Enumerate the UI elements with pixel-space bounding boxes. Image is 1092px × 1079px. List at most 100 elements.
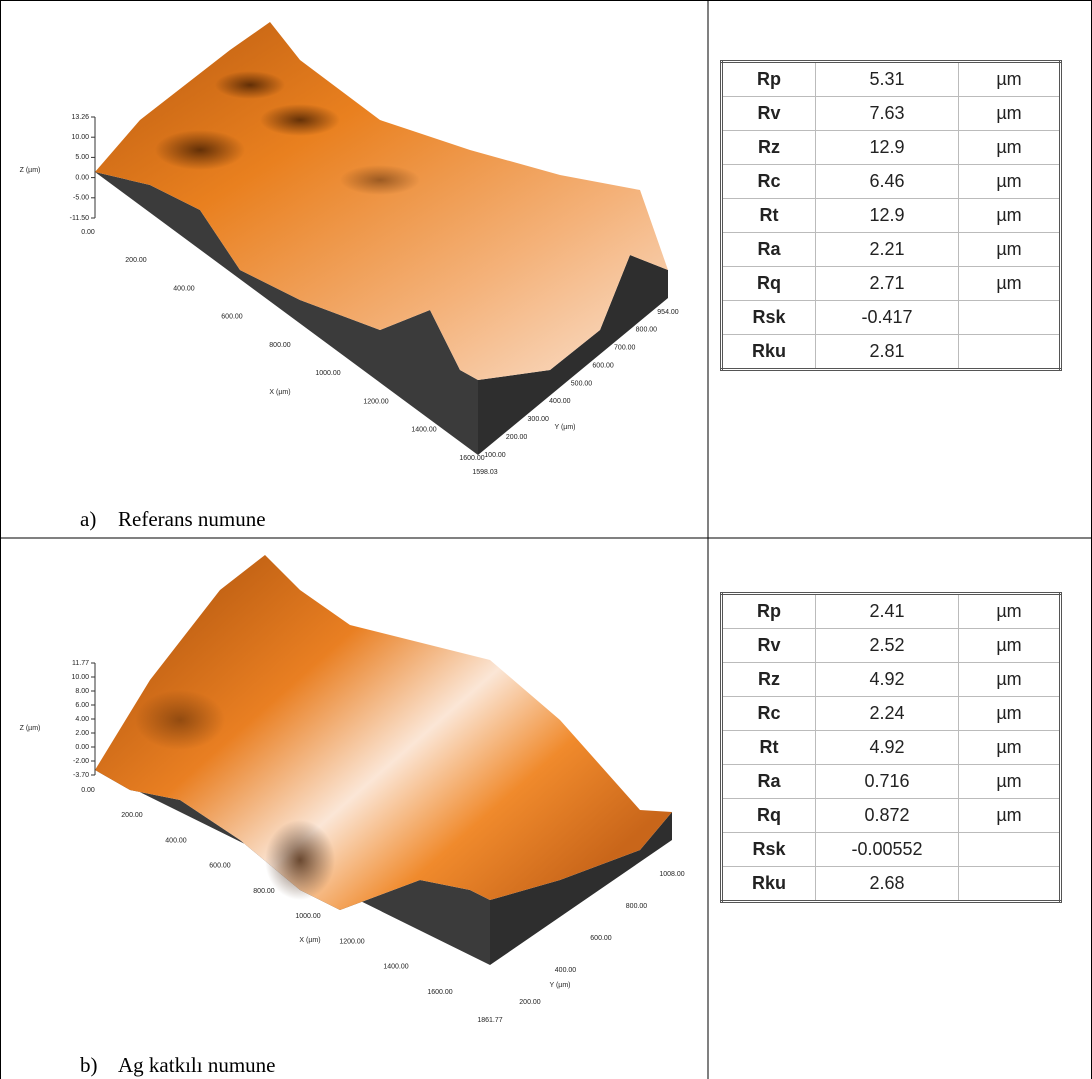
param-unit: µm xyxy=(959,799,1061,833)
x-tick-label: 0.00 xyxy=(81,229,95,236)
y-tick-label: 600.00 xyxy=(592,362,614,369)
z-tick-label: 10.00 xyxy=(71,134,89,141)
shade xyxy=(135,690,225,750)
shade xyxy=(215,71,285,99)
y-tick-label: 500.00 xyxy=(571,380,593,387)
table-row: Rsk-0.00552 xyxy=(722,833,1061,867)
z-tick-label: 0.00 xyxy=(75,744,89,751)
z-axis-label: Z (µm) xyxy=(20,725,41,732)
z-tick-label: 8.00 xyxy=(75,688,89,695)
param-name: Rz xyxy=(722,663,816,697)
y-tick-label: 954.00 xyxy=(657,309,679,316)
z-tick-label: 6.00 xyxy=(75,702,89,709)
shade xyxy=(340,165,420,195)
table-row: Rv7.63µm xyxy=(722,97,1061,131)
y-tick-label: 400.00 xyxy=(555,967,577,974)
param-unit: µm xyxy=(959,165,1061,199)
z-tick-label: -3.70 xyxy=(73,772,89,779)
page: 13.2610.005.000.00-5.00-11.50Z (µm)0.002… xyxy=(0,0,1092,1079)
param-value: 0.716 xyxy=(816,765,959,799)
param-value: 2.41 xyxy=(816,594,959,629)
param-name: Rku xyxy=(722,867,816,902)
param-value: 12.9 xyxy=(816,131,959,165)
x-tick-label: 600.00 xyxy=(209,863,231,870)
x-tick-label: 0.00 xyxy=(81,787,95,794)
param-name: Rsk xyxy=(722,301,816,335)
param-unit: µm xyxy=(959,267,1061,301)
y-tick-label: 100.00 xyxy=(484,452,506,459)
param-value: 7.63 xyxy=(816,97,959,131)
param-name: Rv xyxy=(722,97,816,131)
z-tick-label: 5.00 xyxy=(75,154,89,161)
table-row: Rz4.92µm xyxy=(722,663,1061,697)
x-tick-label: 1400.00 xyxy=(411,427,436,434)
z-tick-label: 2.00 xyxy=(75,730,89,737)
param-unit xyxy=(959,335,1061,370)
x-tick-label: 1200.00 xyxy=(363,398,388,405)
param-unit: µm xyxy=(959,663,1061,697)
x-tick-label: 1600.00 xyxy=(459,455,484,462)
x-tick-label: 200.00 xyxy=(125,257,147,264)
z-tick-label: 11.77 xyxy=(72,660,89,667)
caption: Ag katkılı numune xyxy=(118,1053,275,1078)
param-unit xyxy=(959,867,1061,902)
y-tick-label: 800.00 xyxy=(636,327,658,334)
param-unit xyxy=(959,833,1061,867)
z-tick-label: -2.00 xyxy=(73,758,89,765)
param-value: 6.46 xyxy=(816,165,959,199)
param-value: 5.31 xyxy=(816,62,959,97)
x-tick-label: 800.00 xyxy=(253,888,275,895)
param-unit: µm xyxy=(959,233,1061,267)
shade xyxy=(260,104,340,136)
param-value: 4.92 xyxy=(816,731,959,765)
param-unit xyxy=(959,301,1061,335)
y-tick-label: 800.00 xyxy=(626,903,648,910)
z-axis-label: Z (µm) xyxy=(20,167,41,174)
param-name: Rq xyxy=(722,267,816,301)
z-tick-label: 0.00 xyxy=(75,174,89,181)
param-unit: µm xyxy=(959,697,1061,731)
x-tick-label: 1000.00 xyxy=(295,913,320,920)
z-tick-label: 13.26 xyxy=(71,114,89,121)
x-tick-label: 1598.03 xyxy=(472,469,497,476)
param-name: Rt xyxy=(722,199,816,233)
x-tick-label: 400.00 xyxy=(165,837,187,844)
param-name: Rp xyxy=(722,62,816,97)
x-tick-label: 400.00 xyxy=(173,285,195,292)
param-value: 4.92 xyxy=(816,663,959,697)
param-name: Rsk xyxy=(722,833,816,867)
z-tick-label: -5.00 xyxy=(73,195,89,202)
z-tick-label: 4.00 xyxy=(75,716,89,723)
param-value: 2.52 xyxy=(816,629,959,663)
shade xyxy=(155,130,245,170)
x-tick-label: 1200.00 xyxy=(339,938,364,945)
param-name: Rq xyxy=(722,799,816,833)
param-name: Rp xyxy=(722,594,816,629)
param-name: Ra xyxy=(722,233,816,267)
param-name: Rku xyxy=(722,335,816,370)
caption: Referans numune xyxy=(118,507,266,532)
param-name: Rc xyxy=(722,697,816,731)
caption-label: a) xyxy=(80,507,96,532)
param-unit: µm xyxy=(959,97,1061,131)
table-row: Rq2.71µm xyxy=(722,267,1061,301)
x-tick-label: 1861.77 xyxy=(477,1017,502,1024)
caption-label: b) xyxy=(80,1053,98,1078)
roughness-table: Rp5.31µmRv7.63µmRz12.9µmRc6.46µmRt12.9µm… xyxy=(720,60,1062,371)
param-unit: µm xyxy=(959,629,1061,663)
table-row: Rt12.9µm xyxy=(722,199,1061,233)
param-unit: µm xyxy=(959,199,1061,233)
x-tick-label: 800.00 xyxy=(269,342,291,349)
table-row: Rsk-0.417 xyxy=(722,301,1061,335)
param-unit: µm xyxy=(959,765,1061,799)
shade xyxy=(265,820,335,900)
